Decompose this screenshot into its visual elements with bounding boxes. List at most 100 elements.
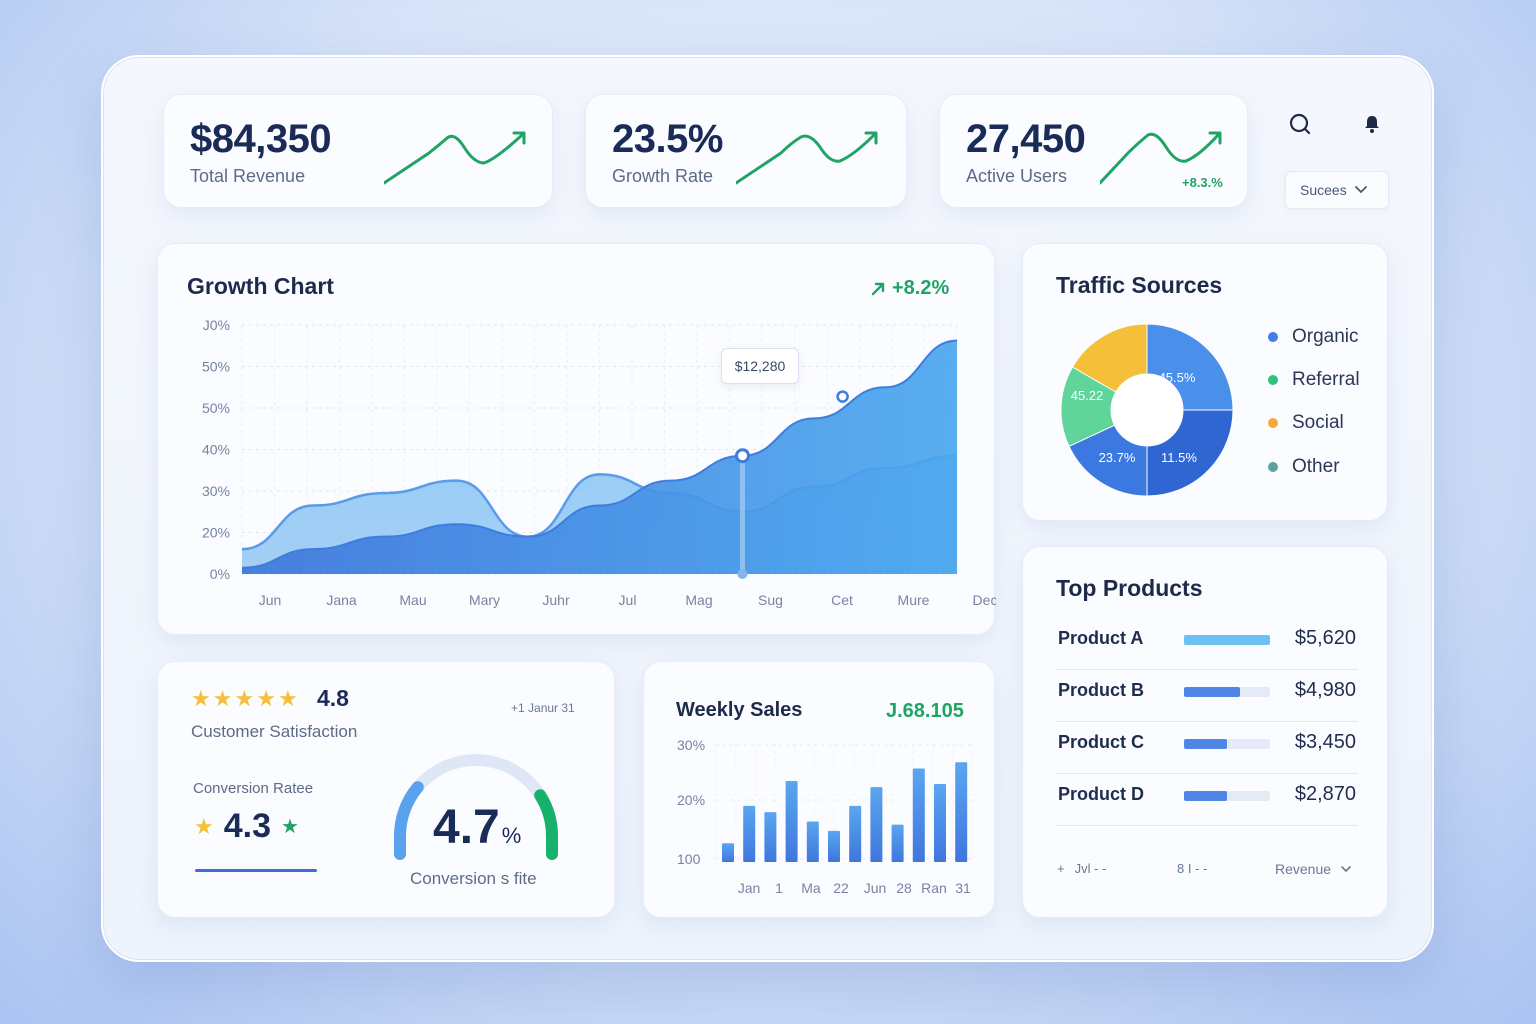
kpi-label: Total Revenue [190, 166, 306, 186]
kpi-value: 23.5% [612, 117, 723, 161]
gauge-unit: % [501, 823, 522, 848]
kpi-card-users[interactable]: 27,450 Active Users +8.3.% [939, 94, 1248, 208]
product-bar [1184, 635, 1270, 645]
growth-chart-title: Growth Chart [187, 273, 334, 299]
x-tick-label: 28 [896, 880, 912, 896]
legend-dot [1268, 332, 1278, 342]
chevron-down-icon [1354, 186, 1367, 194]
y-tick-label: 50% [202, 400, 230, 416]
legend-dot [1268, 418, 1278, 428]
sparkline [736, 131, 878, 185]
products-footer-left-text: Jvl - - [1074, 861, 1107, 876]
gauge-fill-blue [394, 781, 424, 860]
growth-chart-card: Growth Chart +8.2% J0% 50% 50% 40% 30% 20% 0% J… [157, 243, 996, 635]
x-tick-label: Jana [326, 592, 357, 608]
rating-value: 4.8 [317, 685, 349, 711]
y-tick-label: 30% [202, 483, 230, 499]
y-tick-label: 50% [202, 359, 230, 375]
x-tick-label: Jul [619, 592, 637, 608]
product-value: $2,870 [1294, 783, 1356, 805]
star-icon: ★ [281, 816, 299, 838]
top-products-card: Top Products [1022, 546, 1388, 918]
pie-slice-label: 11.5% [1161, 450, 1197, 465]
kpi-value: $84,350 [190, 117, 332, 161]
conversion-label: Conversion Ratee [193, 780, 314, 797]
x-tick-label: Cet [831, 592, 853, 608]
gauge-value: 4.7 [433, 801, 500, 854]
legend-dot [1268, 375, 1278, 385]
sources-select[interactable]: Sucees [1285, 171, 1389, 209]
rating-stars: ★ ★ ★ ★ ★ [191, 686, 298, 712]
product-bar [1184, 739, 1270, 749]
satisfaction-card: ★ ★ ★ ★ ★ 4.8 Customer Satisfaction +1 J… [157, 661, 615, 918]
star-icon: ★ [256, 686, 276, 711]
products-footer-mid: 8 I - - [1177, 861, 1208, 876]
star-icon: ★ [234, 686, 255, 711]
kpi-delta: +8.3.% [1182, 175, 1223, 190]
weekly-sales-total: J.68.105 [886, 700, 964, 722]
product-row[interactable]: Product B $4,980 [1055, 670, 1358, 722]
series-line-front [241, 339, 958, 569]
bar [764, 812, 777, 862]
bar [955, 762, 968, 862]
x-tick-label: Sug [758, 592, 783, 608]
traffic-sources-card: Traffic Sources 45.5% 11.5% 23.7% 45.22 [1022, 243, 1388, 521]
rating-date: +1 Janur 31 [511, 701, 575, 715]
product-row[interactable]: Product D $2,870 [1055, 774, 1358, 826]
star-icon: ★ [277, 686, 298, 711]
kpi-card-growth[interactable]: 23.5% Growth Rate [585, 94, 907, 208]
weekly-sales-title: Weekly Sales [676, 699, 803, 721]
y-tick-label: 20% [202, 525, 230, 541]
chevron-down-icon [1341, 865, 1351, 872]
x-tick-label: Ran [921, 880, 947, 896]
x-tick-label: 31 [955, 880, 971, 896]
product-value: $4,980 [1294, 679, 1356, 701]
search-icon[interactable] [1284, 108, 1316, 140]
legend-organic: Organic [1268, 326, 1359, 348]
secondary-marker [836, 390, 849, 403]
x-tick-label: Mure [898, 592, 930, 608]
sparkline [1100, 131, 1222, 185]
x-tick-label: 1 [775, 880, 783, 896]
products-footer-left: + Jvl - - [1057, 861, 1106, 876]
legend-label: Referral [1292, 369, 1360, 390]
y-tick-label: J0% [203, 317, 230, 333]
gauge-value-row: 4.7 % [433, 800, 521, 855]
product-bar-fill [1184, 739, 1227, 749]
bar [743, 805, 756, 862]
conversion-gauge [394, 754, 558, 860]
product-name: Product D [1058, 784, 1145, 804]
weekly-sales-card: Weekly Sales J.68.105 30% 20% 100 Jan 1 Ma 22 J… [643, 661, 995, 918]
y-tick-label: 20% [677, 792, 705, 808]
traffic-donut-chart: 45.5%11.5%23.7%45.22 [1060, 323, 1234, 497]
kpi-label: Active Users [966, 166, 1068, 186]
growth-chart: J0% 50% 50% 40% 30% 20% 0% Jun Jana Mau Mary Juhr Ju… [202, 317, 996, 608]
bar [806, 821, 819, 862]
series-area-front [242, 340, 957, 574]
x-tick-label: 22 [833, 880, 849, 896]
legend-label: Organic [1292, 326, 1359, 347]
y-tick-label: 0% [210, 566, 230, 582]
kpi-label: Growth Rate [612, 166, 714, 186]
product-row[interactable]: Product C $3,450 [1055, 722, 1358, 774]
star-icon: ★ [212, 686, 233, 711]
growth-delta-value: +8.2% [892, 277, 950, 299]
product-name: Product B [1058, 680, 1145, 700]
bar [722, 843, 734, 862]
rating-label: Customer Satisfaction [191, 722, 358, 741]
product-row[interactable]: Product A $5,620 [1055, 618, 1358, 670]
star-icon: ★ [194, 813, 214, 839]
x-tick-label: Mary [469, 592, 500, 608]
conversion-underline [195, 869, 317, 872]
kpi-card-revenue[interactable]: $84,350 Total Revenue [163, 94, 553, 208]
weekly-sales-chart: 30% 20% 100 Jan 1 Ma 22 Jun 28 Ran 31 [677, 737, 973, 896]
bell-icon[interactable] [1356, 108, 1388, 140]
product-bar [1184, 791, 1270, 801]
sources-select-label: Sucees [1300, 182, 1347, 198]
revenue-select[interactable]: Revenue [1275, 861, 1351, 877]
star-icon: ★ [191, 686, 211, 711]
conversion-value-row: ★ 4.3 ★ [194, 807, 299, 846]
legend-social: Social [1268, 412, 1344, 434]
y-tick-label: 100 [677, 851, 701, 867]
legend-referral: Referral [1268, 369, 1360, 391]
